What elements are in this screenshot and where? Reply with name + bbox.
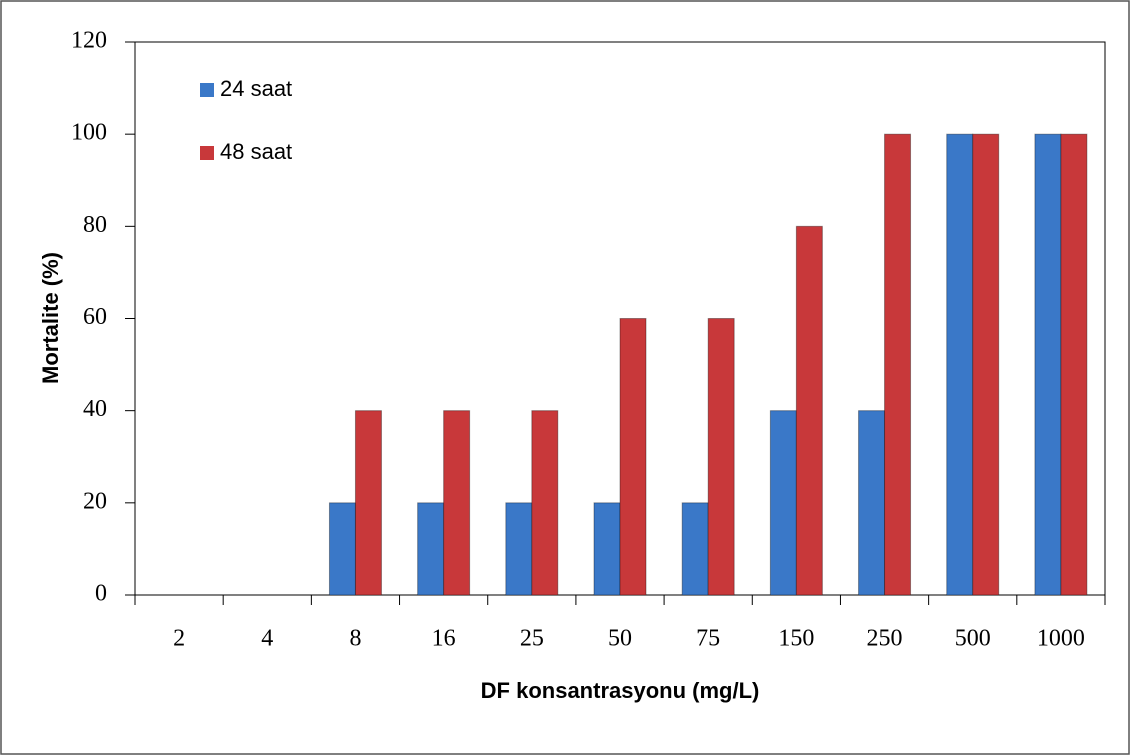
bar	[858, 410, 886, 596]
y-tick-label: 20	[83, 488, 107, 514]
bar	[769, 410, 797, 596]
x-tick-label: 8	[349, 626, 361, 652]
x-tick-label: 150	[778, 626, 814, 652]
bar	[354, 410, 382, 596]
bar	[1034, 133, 1062, 596]
x-axis-label: DF konsantrasyonu (mg/L)	[481, 678, 760, 703]
y-tick-label: 100	[71, 120, 107, 146]
bar	[443, 410, 471, 596]
bar	[972, 133, 1000, 596]
bar	[328, 502, 356, 596]
x-tick-label: 4	[261, 626, 273, 652]
bar	[884, 133, 912, 596]
x-tick-label: 250	[867, 626, 903, 652]
y-tick-label: 40	[83, 396, 107, 422]
y-axis-label: Mortalite (%)	[38, 252, 63, 384]
y-tick-label: 120	[71, 28, 107, 54]
bar	[619, 318, 647, 596]
y-tick-label: 80	[83, 212, 107, 238]
bar	[946, 133, 974, 596]
bar	[593, 502, 621, 596]
legend-label: 24 saat	[220, 76, 292, 101]
x-tick-label: 500	[955, 626, 991, 652]
legend-swatch	[200, 146, 214, 160]
bar	[531, 410, 559, 596]
bar	[681, 502, 709, 596]
x-tick-label: 50	[608, 626, 632, 652]
legend-swatch	[200, 83, 214, 97]
x-tick-label: 16	[432, 626, 456, 652]
bar	[1060, 133, 1088, 596]
x-tick-label: 2	[173, 626, 185, 652]
bar	[417, 502, 445, 596]
bar	[505, 502, 533, 596]
bar	[707, 318, 735, 596]
y-tick-label: 0	[95, 581, 107, 607]
x-tick-label: 1000	[1037, 626, 1085, 652]
x-tick-label: 75	[696, 626, 720, 652]
y-tick-label: 60	[83, 304, 107, 330]
legend-label: 48 saat	[220, 139, 292, 164]
bar	[795, 225, 823, 596]
x-tick-label: 25	[520, 626, 544, 652]
